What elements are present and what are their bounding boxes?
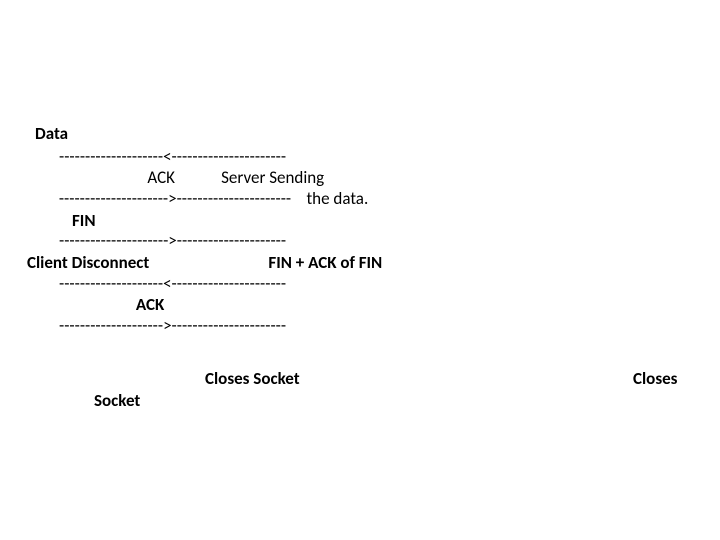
text-closes-socket-left: Closes Socket [205, 368, 300, 390]
arrow-right-2: --------------------->------------------… [59, 230, 286, 252]
text-client-disconnect-finack: Client Disconnect FIN + ACK of FIN [27, 252, 382, 274]
text-data-header: Data [35, 123, 68, 145]
text-ack-2: ACK [59, 294, 164, 316]
arrow-left-2: --------------------<-------------------… [59, 273, 286, 295]
text-fin: FIN [72, 210, 96, 232]
text-ack-server-sending: ACK Server Sending [59, 167, 324, 189]
text-closes-right: Closes [633, 368, 677, 390]
arrow-right-1-the-data: --------------------->------------------… [55, 188, 368, 210]
arrow-left-1: --------------------<-------------------… [59, 146, 286, 168]
arrow-right-3: -------------------->-------------------… [59, 315, 286, 337]
text-socket: Socket [94, 390, 140, 412]
slide: Data --------------------<--------------… [0, 0, 720, 540]
